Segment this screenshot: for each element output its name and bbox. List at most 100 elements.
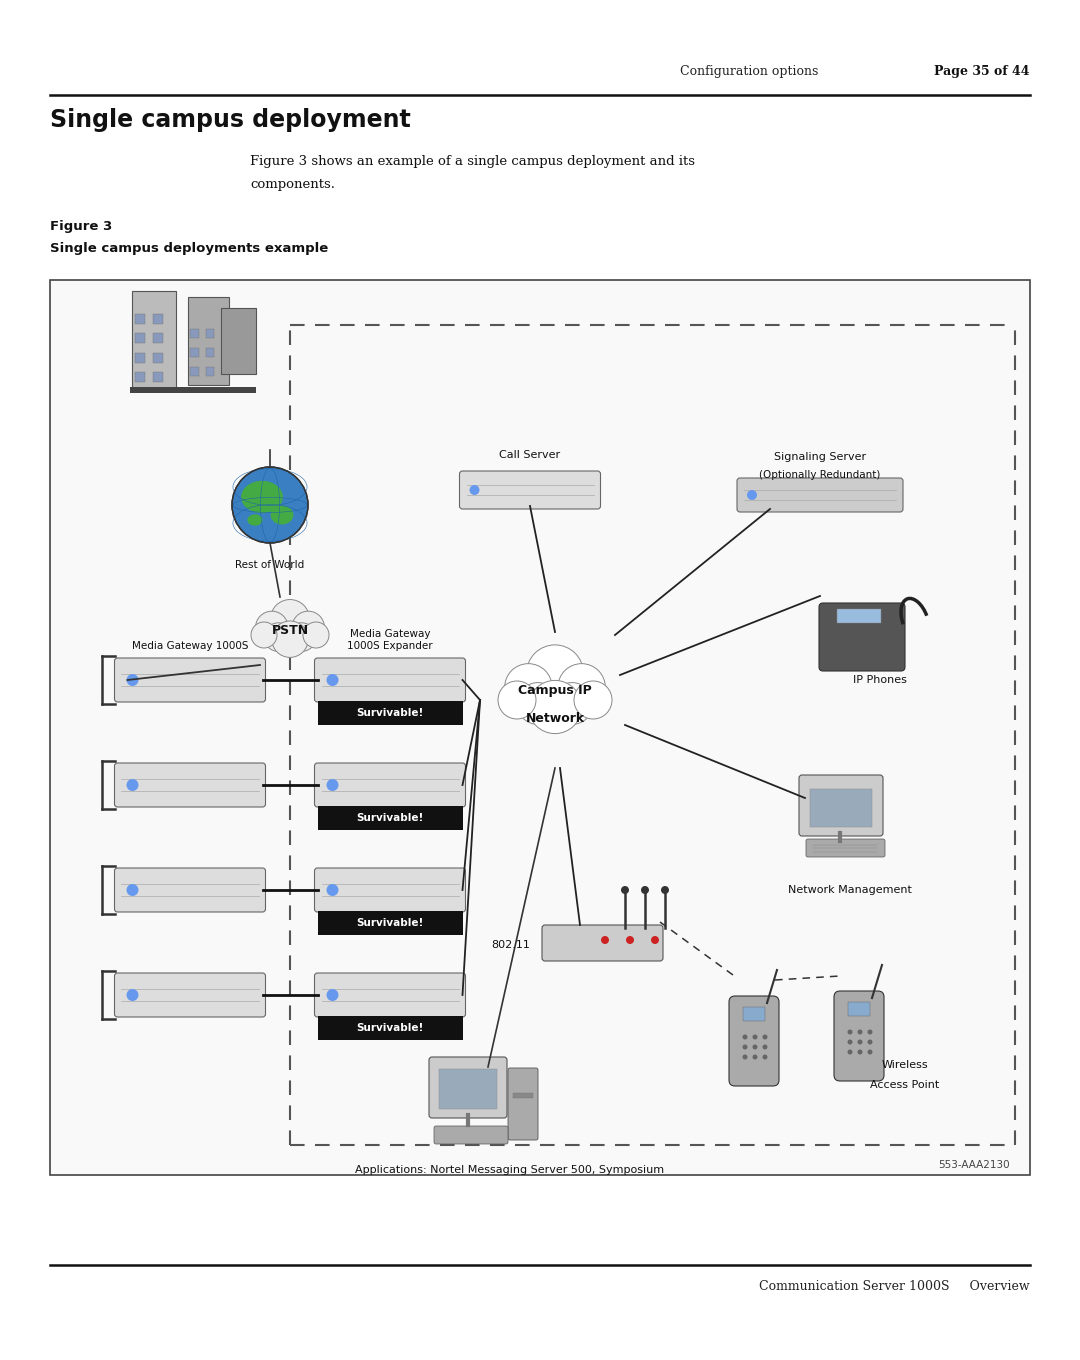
Text: Figure 3 shows an example of a single campus deployment and its: Figure 3 shows an example of a single ca… — [249, 155, 696, 169]
Circle shape — [272, 622, 308, 657]
Circle shape — [504, 664, 552, 711]
Circle shape — [762, 1035, 768, 1039]
Text: Survivable!: Survivable! — [356, 709, 423, 718]
Circle shape — [270, 600, 310, 639]
FancyBboxPatch shape — [834, 991, 885, 1081]
FancyBboxPatch shape — [314, 972, 465, 1017]
FancyBboxPatch shape — [114, 763, 266, 806]
FancyBboxPatch shape — [114, 972, 266, 1017]
Circle shape — [256, 611, 288, 643]
Circle shape — [251, 622, 276, 647]
Circle shape — [264, 623, 293, 651]
Text: Network: Network — [526, 711, 584, 725]
Circle shape — [651, 936, 659, 944]
Bar — [848, 1002, 870, 1016]
Text: Single campus deployment: Single campus deployment — [50, 107, 410, 132]
Circle shape — [287, 623, 316, 651]
Bar — [810, 789, 872, 827]
Circle shape — [762, 1054, 768, 1059]
Ellipse shape — [241, 481, 283, 513]
Text: Wireless: Wireless — [881, 1059, 929, 1070]
Circle shape — [753, 1044, 757, 1050]
Circle shape — [867, 1050, 873, 1054]
Text: Access Point: Access Point — [870, 1080, 940, 1089]
Circle shape — [517, 683, 558, 725]
Text: components.: components. — [249, 178, 335, 190]
Circle shape — [858, 1039, 863, 1044]
Text: Media Gateway
1000S Expander: Media Gateway 1000S Expander — [347, 628, 433, 651]
Circle shape — [743, 1035, 747, 1039]
Text: Applications: Nortel Messaging Server 500, Symposium: Applications: Nortel Messaging Server 50… — [355, 1166, 664, 1175]
FancyBboxPatch shape — [434, 1126, 508, 1144]
FancyBboxPatch shape — [508, 1068, 538, 1140]
Circle shape — [762, 1044, 768, 1050]
Bar — [135, 352, 145, 363]
Bar — [153, 371, 163, 382]
Ellipse shape — [271, 506, 294, 525]
Circle shape — [600, 936, 609, 944]
Text: Rest of World: Rest of World — [235, 560, 305, 570]
Bar — [318, 911, 462, 936]
Circle shape — [292, 611, 324, 643]
Circle shape — [126, 779, 138, 792]
Bar — [135, 371, 145, 382]
Text: Page 35 of 44: Page 35 of 44 — [934, 65, 1030, 79]
FancyBboxPatch shape — [806, 839, 885, 857]
Circle shape — [326, 989, 338, 1001]
Circle shape — [551, 683, 593, 725]
Circle shape — [848, 1050, 852, 1054]
FancyBboxPatch shape — [114, 658, 266, 702]
Circle shape — [126, 675, 138, 685]
Bar — [318, 806, 462, 830]
Bar — [205, 348, 215, 358]
Circle shape — [528, 680, 582, 733]
Bar — [837, 609, 881, 623]
Text: IP Phones: IP Phones — [853, 675, 907, 685]
FancyBboxPatch shape — [314, 763, 465, 806]
Bar — [153, 352, 163, 363]
Circle shape — [747, 490, 757, 500]
Circle shape — [498, 681, 536, 719]
Circle shape — [626, 936, 634, 944]
FancyBboxPatch shape — [729, 996, 779, 1087]
Bar — [438, 1069, 497, 1108]
Bar — [130, 388, 256, 393]
Bar — [743, 1006, 765, 1021]
Circle shape — [867, 1030, 873, 1035]
Bar — [190, 329, 199, 337]
Circle shape — [867, 1039, 873, 1044]
FancyBboxPatch shape — [799, 775, 883, 836]
Text: Configuration options: Configuration options — [680, 65, 819, 79]
Text: Survivable!: Survivable! — [356, 813, 423, 823]
Bar — [205, 329, 215, 337]
Text: Survivable!: Survivable! — [356, 1023, 423, 1034]
Circle shape — [326, 884, 338, 896]
Circle shape — [661, 885, 669, 894]
Bar — [205, 367, 215, 377]
Text: Call Server: Call Server — [499, 450, 561, 460]
Circle shape — [303, 622, 329, 647]
Circle shape — [126, 989, 138, 1001]
Circle shape — [470, 486, 480, 495]
Circle shape — [743, 1044, 747, 1050]
Text: Communication Server 1000S     Overview: Communication Server 1000S Overview — [759, 1280, 1030, 1293]
Circle shape — [573, 681, 612, 719]
Bar — [153, 314, 163, 324]
FancyBboxPatch shape — [314, 658, 465, 702]
Bar — [190, 367, 199, 377]
Bar — [190, 348, 199, 358]
Text: Figure 3: Figure 3 — [50, 220, 112, 233]
Circle shape — [527, 645, 583, 702]
Text: Media Gateway 1000S: Media Gateway 1000S — [132, 641, 248, 651]
Bar — [153, 333, 163, 343]
Text: 553-AAA2130: 553-AAA2130 — [939, 1160, 1010, 1170]
Ellipse shape — [247, 514, 262, 526]
FancyBboxPatch shape — [314, 868, 465, 913]
Circle shape — [232, 466, 308, 543]
Text: PSTN: PSTN — [271, 623, 309, 636]
Circle shape — [326, 779, 338, 792]
Text: Campus IP: Campus IP — [518, 684, 592, 696]
Bar — [135, 314, 145, 324]
Circle shape — [848, 1030, 852, 1035]
Bar — [318, 1016, 462, 1040]
